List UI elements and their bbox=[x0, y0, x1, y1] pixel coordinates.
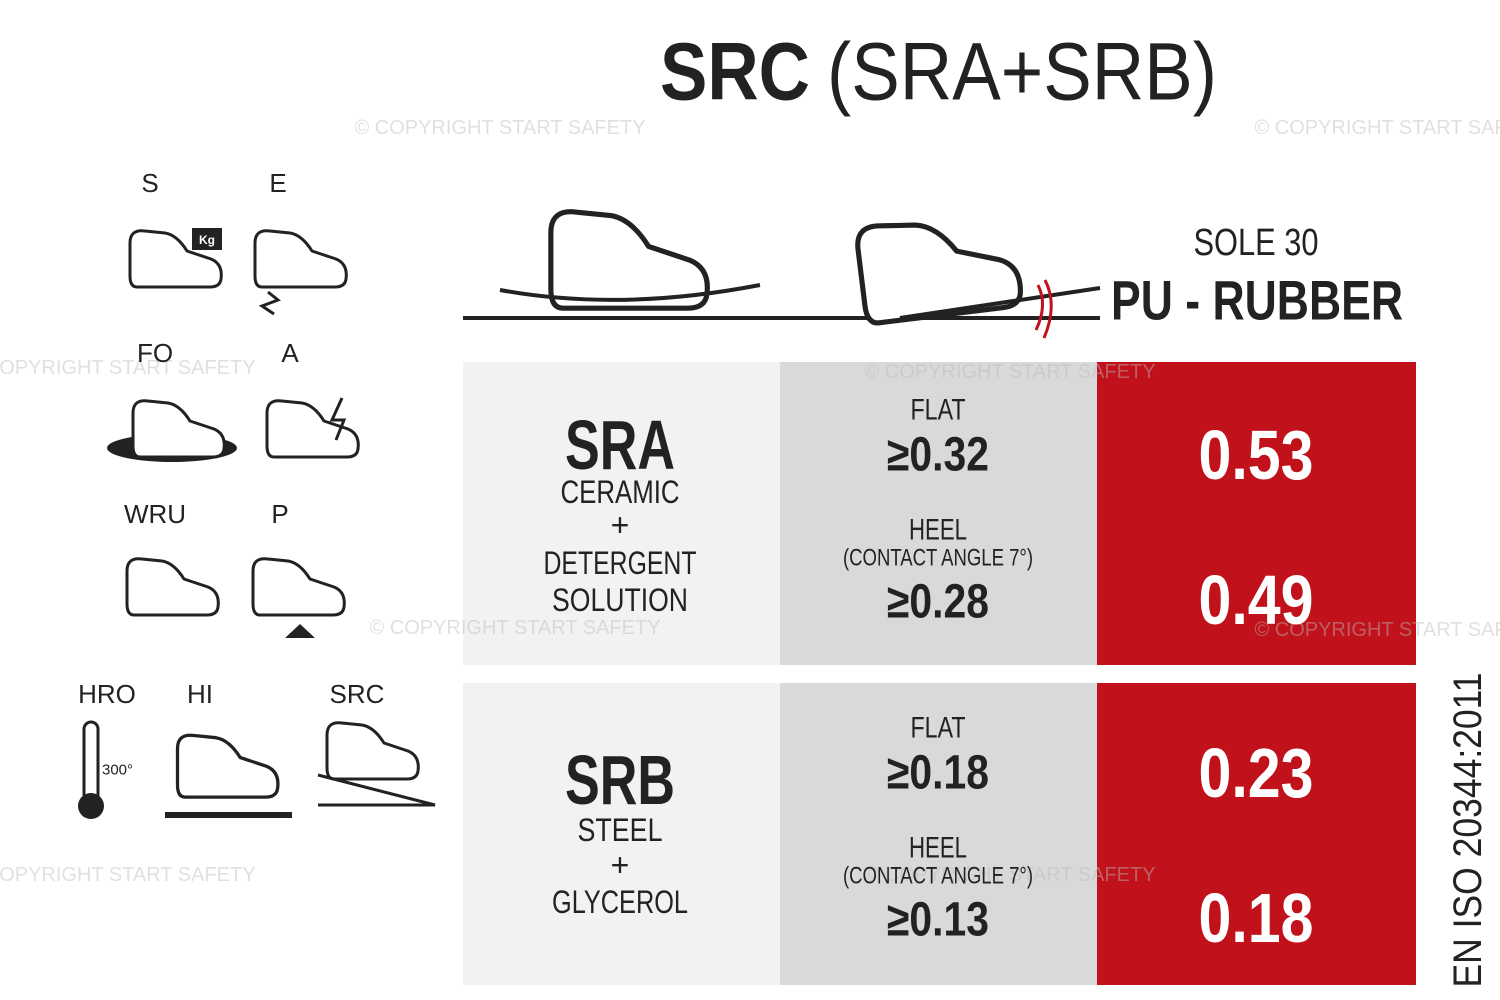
flat-result: 0.53 bbox=[1199, 416, 1314, 494]
standard: EN ISO 20344:2011 bbox=[1446, 673, 1490, 988]
icon-label: SRC bbox=[330, 679, 385, 709]
heel-note: (CONTACT ANGLE 7°) bbox=[843, 863, 1033, 890]
icon-label: A bbox=[281, 338, 299, 368]
requirement-cell bbox=[780, 683, 1097, 985]
test-name: SRA bbox=[565, 406, 675, 484]
condition-cell bbox=[463, 683, 780, 985]
sra-panel bbox=[463, 362, 1416, 665]
title-main: SRC bbox=[660, 27, 810, 118]
watermark: © COPYRIGHT START SAFETY bbox=[0, 864, 256, 886]
condition-line: DETERGENT bbox=[544, 545, 697, 581]
condition-line: SOLUTION bbox=[552, 582, 688, 618]
incline-line bbox=[899, 286, 1101, 320]
icons bbox=[78, 228, 436, 819]
heel-label: HEEL bbox=[909, 832, 967, 865]
watermark: © COPYRIGHT START SAFETY bbox=[1254, 619, 1500, 641]
condition-line: + bbox=[611, 507, 630, 543]
condition-cell bbox=[463, 362, 780, 665]
shoe-illustration bbox=[463, 209, 1101, 339]
condition-line: STEEL bbox=[578, 812, 663, 848]
texts: © COPYRIGHT START SAFETY © COPYRIGHT STAR… bbox=[0, 27, 1500, 988]
result-cell bbox=[1097, 683, 1416, 985]
sole-line bbox=[499, 283, 761, 302]
slip-mark bbox=[1034, 279, 1053, 339]
thermometer-bulb bbox=[78, 793, 104, 819]
icon-label: P bbox=[271, 499, 288, 529]
condition-line: GLYCEROL bbox=[552, 884, 688, 920]
watermark: © COPYRIGHT START SAFETY bbox=[369, 617, 660, 639]
heel-requirement: ≥0.28 bbox=[887, 576, 989, 629]
heel-result: 0.49 bbox=[1199, 561, 1314, 639]
condition-line: + bbox=[611, 847, 630, 883]
flat-label: FLAT bbox=[911, 394, 966, 427]
heel-label: HEEL bbox=[909, 514, 967, 547]
nail bbox=[285, 624, 315, 638]
watermark: © COPYRIGHT START SAFETY bbox=[864, 361, 1155, 383]
flat-label: FLAT bbox=[911, 712, 966, 745]
sole-material: PU - RUBBER bbox=[1111, 269, 1403, 332]
thermometer bbox=[82, 720, 100, 804]
weight bbox=[192, 228, 222, 250]
watermark: © COPYRIGHT START SAFETY bbox=[0, 357, 256, 379]
condition-line: CERAMIC bbox=[561, 474, 680, 510]
icon-label: HRO bbox=[78, 679, 136, 709]
bolt bbox=[329, 397, 347, 441]
requirement-cell bbox=[780, 362, 1097, 665]
icon-label: S bbox=[141, 168, 158, 198]
srb-panel bbox=[463, 683, 1416, 985]
icon-label: WRU bbox=[124, 499, 186, 529]
flat-requirement: ≥0.18 bbox=[887, 747, 989, 800]
result-cell bbox=[1097, 362, 1416, 665]
sole-model: SOLE 30 bbox=[1194, 222, 1319, 264]
bolt bbox=[258, 290, 281, 316]
watermark: © COPYRIGHT START SAFETY bbox=[1254, 117, 1500, 139]
icon-label: FO bbox=[137, 338, 173, 368]
icon-badge: 300° bbox=[102, 762, 133, 779]
icon-badge: Kg bbox=[199, 233, 215, 247]
incline bbox=[317, 773, 436, 807]
watermark: © COPYRIGHT START SAFETY bbox=[864, 864, 1155, 886]
icon-label: HI bbox=[187, 679, 213, 709]
heel-requirement: ≥0.13 bbox=[887, 894, 989, 947]
flat-result: 0.23 bbox=[1199, 734, 1314, 812]
icon-label: E bbox=[269, 168, 286, 198]
test-name: SRB bbox=[565, 741, 675, 819]
title-sub: (SRA+SRB) bbox=[827, 27, 1217, 118]
flat-requirement: ≥0.32 bbox=[887, 429, 989, 482]
watermark: © COPYRIGHT START SAFETY bbox=[354, 117, 645, 139]
heel-result: 0.18 bbox=[1199, 879, 1314, 957]
heel-note: (CONTACT ANGLE 7°) bbox=[843, 545, 1033, 572]
